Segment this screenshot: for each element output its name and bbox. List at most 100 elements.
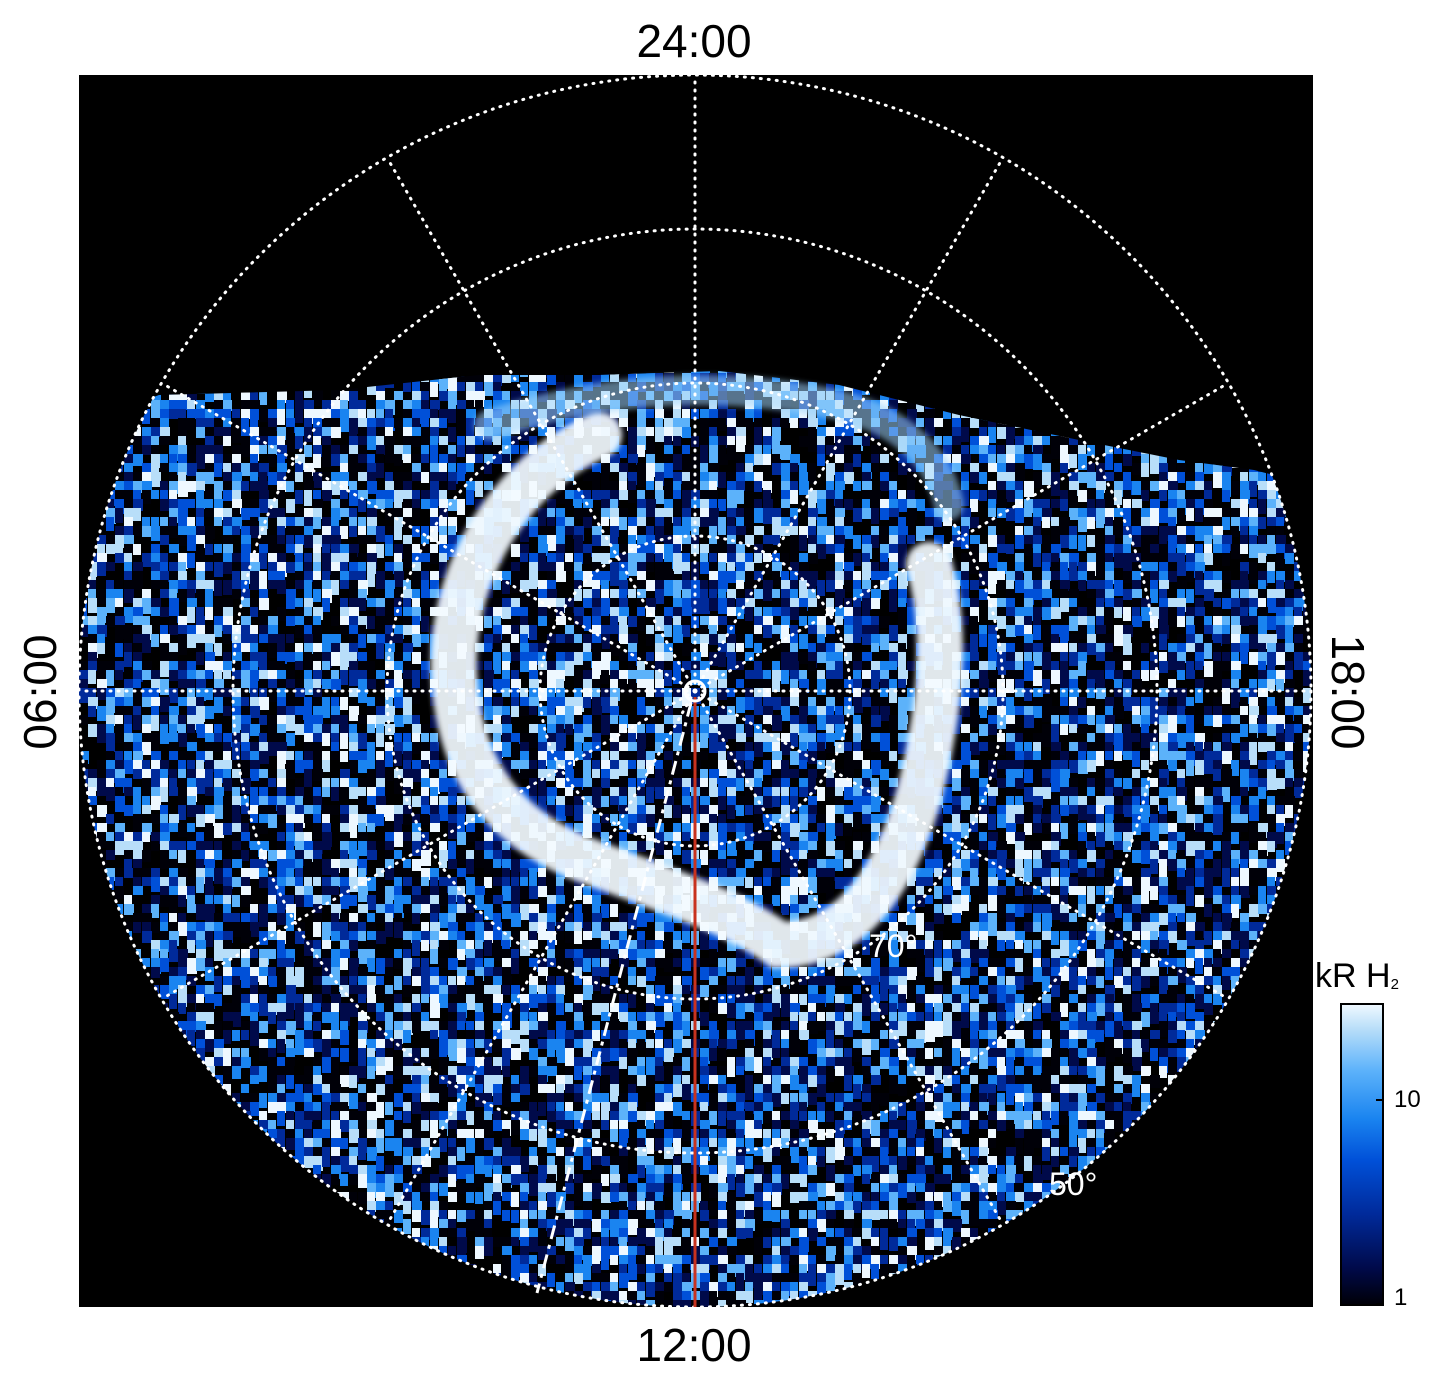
noise-cell: [1267, 571, 1275, 583]
noise-cell: [790, 472, 798, 482]
noise-cell: [331, 472, 340, 484]
noise-cell: [556, 508, 565, 521]
noise-cell: [412, 652, 421, 664]
noise-cell: [214, 418, 223, 429]
noise-cell: [1150, 751, 1158, 761]
noise-cell: [394, 778, 403, 794]
noise-cell: [169, 787, 179, 796]
noise-cell: [592, 580, 600, 596]
noise-cell: [997, 472, 1006, 487]
noise-cell: [592, 733, 601, 744]
noise-cell: [826, 472, 834, 482]
noise-cell: [574, 778, 583, 790]
noise-cell: [1258, 481, 1267, 497]
noise-cell: [304, 400, 314, 409]
noise-cell: [988, 508, 996, 519]
noise-cell: [1222, 751, 1232, 764]
noise-cell: [160, 409, 170, 419]
noise-cell: [1258, 769, 1268, 783]
noise-cell: [1240, 535, 1248, 548]
noise-cell: [1231, 481, 1239, 495]
noise-cell: [1231, 778, 1239, 793]
noise-cell: [178, 445, 188, 454]
noise-cell: [1078, 742, 1087, 754]
noise-cell: [889, 400, 898, 411]
noise-cell: [97, 769, 106, 779]
noise-cell: [1258, 688, 1268, 704]
noise-cell: [1051, 706, 1060, 721]
noise-cell: [547, 733, 557, 746]
noise-cell: [808, 733, 816, 743]
noise-cell: [1096, 589, 1105, 602]
noise-cell: [844, 706, 854, 720]
noise-cell: [853, 607, 861, 620]
noise-cell: [1114, 508, 1123, 517]
noise-cell: [259, 589, 268, 598]
noise-cell: [1042, 760, 1051, 772]
noise-cell: [1213, 643, 1221, 654]
noise-cell: [754, 724, 762, 736]
noise-cell: [520, 445, 528, 461]
noise-cell: [1204, 679, 1213, 691]
noise-cell: [457, 418, 467, 430]
noise-cell: [1015, 715, 1024, 727]
noise-cell: [529, 580, 537, 591]
noise-cell: [178, 733, 188, 747]
noise-cell: [178, 580, 187, 589]
noise-cell: [772, 760, 781, 774]
noise-cell: [655, 733, 665, 744]
noise-cell: [1168, 742, 1178, 758]
noise-cell: [1276, 517, 1284, 527]
noise-cell: [178, 571, 187, 580]
noise-cell: [187, 607, 195, 623]
noise-cell: [1069, 715, 1078, 728]
noise-cell: [871, 490, 881, 504]
noise-cell: [655, 481, 663, 496]
noise-cell: [142, 643, 151, 653]
noise-cell: [304, 742, 314, 751]
noise-cell: [88, 688, 96, 701]
noise-cell: [313, 607, 323, 620]
noise-cell: [556, 490, 566, 504]
noise-cell: [214, 607, 223, 616]
noise-cell: [376, 607, 385, 616]
noise-cell: [547, 499, 556, 515]
noise-cell: [817, 634, 825, 648]
noise-cell: [619, 760, 628, 776]
noise-cell: [727, 769, 736, 785]
noise-cell: [277, 688, 287, 703]
noise-cell: [259, 517, 268, 529]
noise-cell: [1213, 607, 1222, 617]
noise-cell: [628, 454, 638, 465]
noise-cell: [178, 535, 187, 546]
noise-cell: [295, 409, 303, 423]
noise-cell: [574, 589, 582, 601]
noise-cell: [205, 391, 214, 402]
noise-cell: [817, 490, 826, 500]
noise-cell: [835, 526, 844, 542]
noise-cell: [421, 463, 430, 478]
noise-cell: [880, 733, 890, 742]
noise-cell: [826, 580, 835, 592]
noise-cell: [970, 661, 980, 670]
noise-cell: [412, 382, 420, 394]
noise-cell: [718, 571, 728, 583]
noise-cell: [601, 769, 610, 779]
noise-cell: [1006, 580, 1014, 591]
noise-cell: [1096, 598, 1104, 607]
noise-cell: [304, 625, 312, 637]
noise-cell: [682, 463, 691, 476]
noise-cell: [898, 706, 907, 718]
noise-cell: [736, 733, 746, 742]
noise-cell: [691, 562, 699, 572]
noise-cell: [601, 670, 609, 684]
noise-cell: [628, 661, 636, 676]
noise-cell: [88, 652, 97, 665]
noise-cell: [331, 544, 340, 558]
noise-cell: [997, 445, 1005, 456]
noise-cell: [304, 526, 313, 539]
noise-cell: [493, 643, 502, 658]
noise-cell: [277, 526, 285, 541]
noise-cell: [1249, 724, 1259, 738]
noise-cell: [979, 778, 988, 793]
